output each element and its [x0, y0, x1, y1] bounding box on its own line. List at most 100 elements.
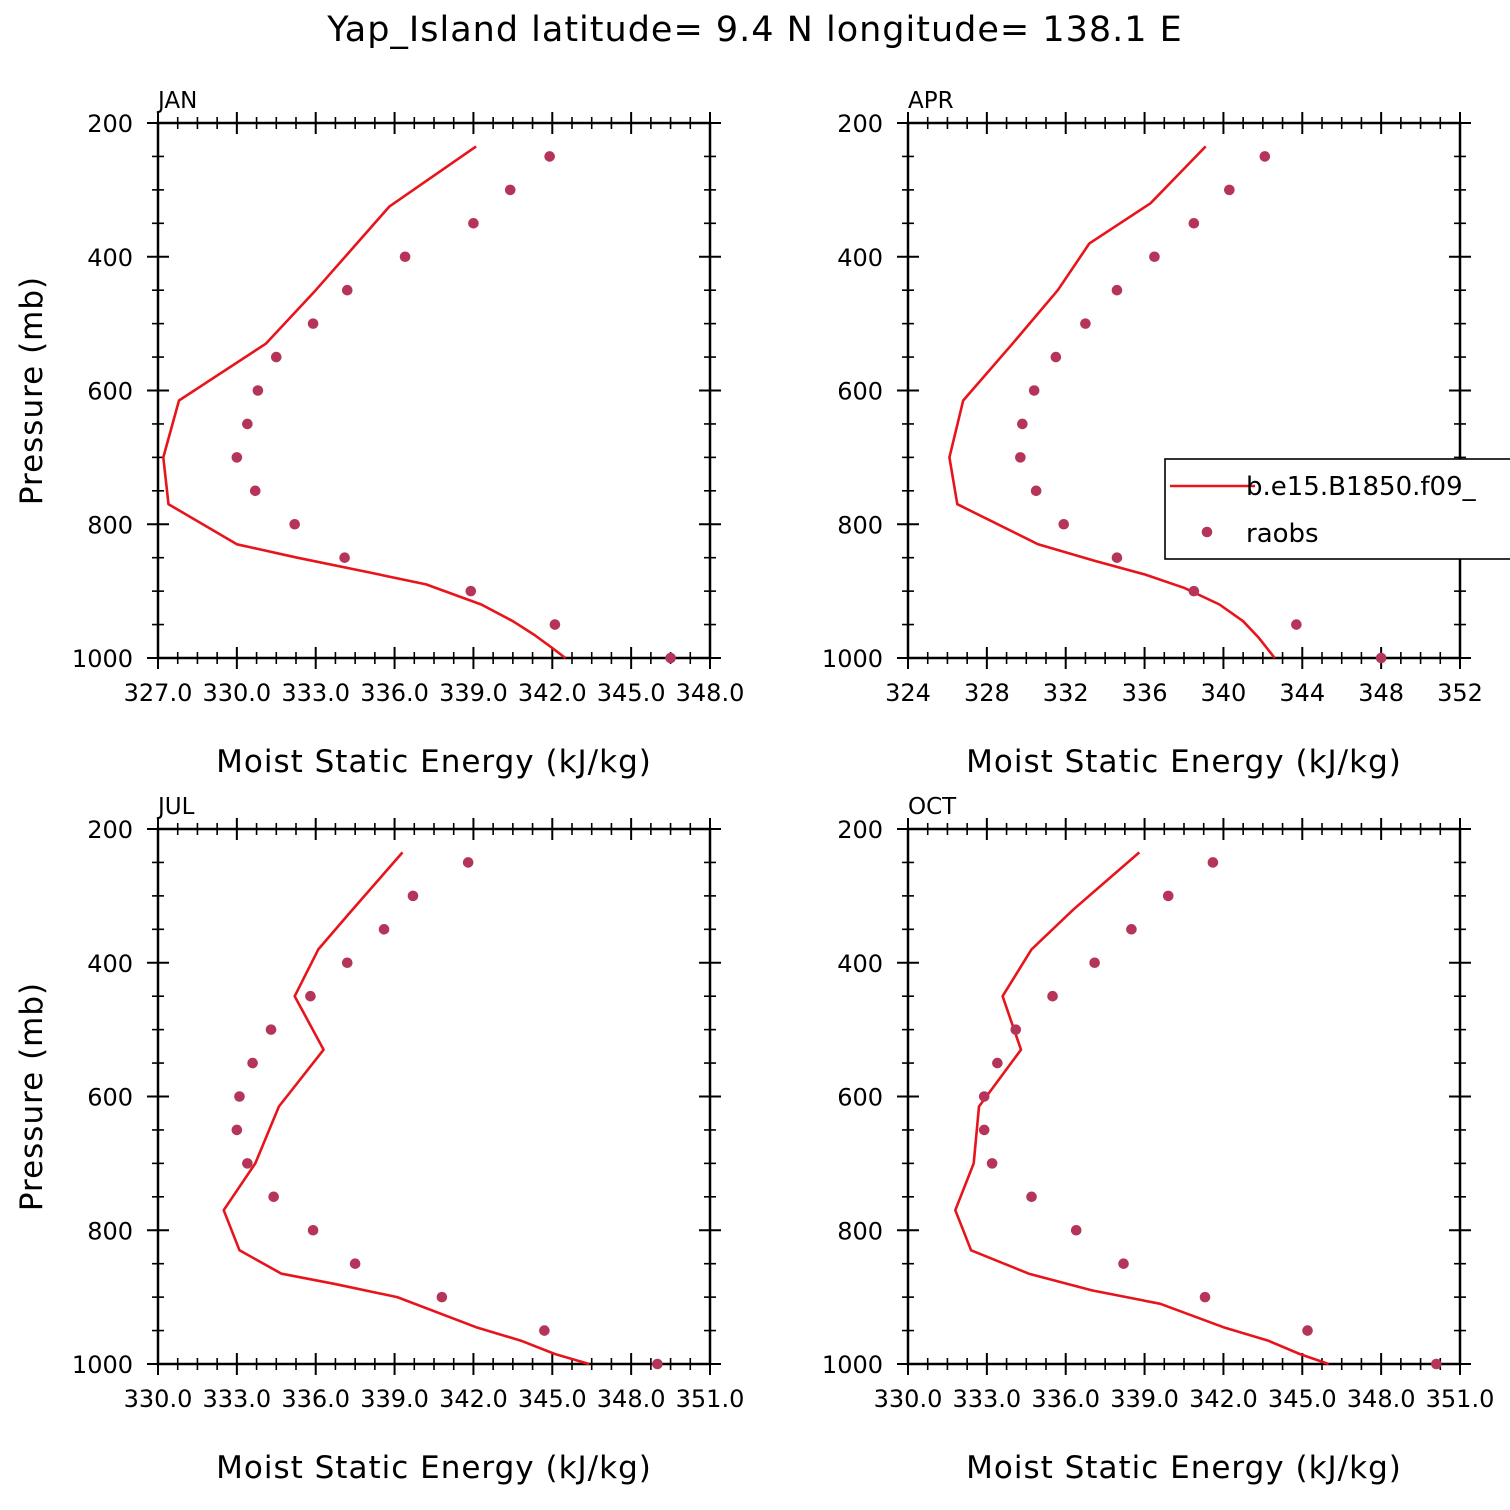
- x-axis-title: Moist Static Energy (kJ/kg): [966, 744, 1402, 780]
- raobs-point: [247, 1057, 258, 1069]
- model-profile-line: [222, 851, 590, 1366]
- raobs-point: [1188, 585, 1200, 597]
- raobs-point: [307, 1224, 319, 1236]
- raobs-point: [252, 385, 264, 396]
- model-profile-line: [162, 145, 567, 660]
- x-tick-label: 327.0: [124, 679, 193, 707]
- raobs-point: [1291, 619, 1302, 630]
- x-tick-label: 336: [1122, 679, 1168, 707]
- x-tick-label: 339.0: [360, 1385, 429, 1413]
- raobs-point: [1162, 890, 1174, 902]
- raobs-point: [270, 351, 282, 363]
- plot-frame: [156, 121, 712, 660]
- y-tick-label: 800: [87, 1217, 133, 1245]
- x-tick-label: 342.0: [439, 1385, 508, 1413]
- raobs-point: [1302, 1325, 1313, 1336]
- model-profile-line: [948, 145, 1276, 659]
- raobs-point: [1375, 652, 1387, 664]
- raobs-point: [1050, 351, 1062, 363]
- x-tick-label: 336.0: [360, 679, 429, 707]
- y-tick-label: 200: [837, 816, 883, 844]
- raobs-point: [1126, 924, 1137, 935]
- model-profile-line: [953, 851, 1330, 1366]
- x-tick-label: 348.0: [597, 1385, 666, 1413]
- y-tick-label: 800: [837, 1217, 883, 1245]
- legend-marker-swatch: [1201, 526, 1213, 538]
- panel-apr: 324 328 332 336 340 344 348 352 200 400 600 800 1000…: [822, 88, 1483, 780]
- x-tick-label: 345.0: [518, 1385, 587, 1413]
- y-tick-label: 200: [837, 110, 883, 138]
- raobs-point: [1259, 151, 1271, 162]
- raobs-point: [234, 1091, 245, 1102]
- y-axis-title: Pressure (mb): [14, 982, 50, 1211]
- panel-label: OCT: [908, 794, 957, 820]
- x-tick-label: 352: [1437, 679, 1483, 707]
- raobs-point: [665, 652, 676, 664]
- raobs-point: [407, 890, 419, 902]
- raobs-point: [231, 1124, 243, 1136]
- x-tick-label: 333.0: [952, 1385, 1021, 1413]
- x-tick-label: 339.0: [1110, 1385, 1179, 1413]
- raobs-point: [268, 1191, 279, 1203]
- plot-frame: [906, 121, 1462, 660]
- panel-label: JAN: [156, 88, 197, 114]
- x-tick-label: 339.0: [439, 679, 508, 707]
- raobs-point: [1149, 251, 1160, 263]
- x-tick-label: 345.0: [1268, 1385, 1337, 1413]
- y-tick-label: 400: [87, 244, 133, 272]
- y-tick-label: 600: [837, 1084, 883, 1112]
- raobs-point: [549, 619, 561, 630]
- raobs-point: [1080, 318, 1091, 329]
- raobs-point: [465, 585, 477, 597]
- raobs-point: [986, 1158, 998, 1169]
- legend-label-model: b.e15.B1850.f09_: [1246, 472, 1477, 502]
- raobs-point: [1058, 518, 1070, 530]
- x-tick-label: 330.0: [124, 1385, 193, 1413]
- y-tick-label: 800: [837, 511, 883, 539]
- y-tick-label: 200: [87, 110, 133, 138]
- raobs-point: [265, 1024, 277, 1035]
- x-tick-label: 328: [964, 679, 1010, 707]
- x-tick-label: 345.0: [597, 679, 666, 707]
- raobs-point: [1188, 218, 1200, 229]
- raobs-point: [1015, 452, 1026, 463]
- legend: b.e15.B1850.f09_raobs: [1164, 458, 1510, 560]
- raobs-point: [1010, 1024, 1022, 1035]
- panel-oct: 330.0 333.0 336.0 339.0 342.0 345.0 348.0 351.0…: [822, 794, 1494, 1486]
- raobs-point: [1111, 284, 1123, 296]
- y-tick-label: 1000: [822, 645, 883, 673]
- raobs-point: [307, 318, 319, 329]
- raobs-point: [242, 1158, 253, 1169]
- y-tick-label: 800: [87, 511, 133, 539]
- x-tick-label: 348: [1358, 679, 1404, 707]
- raobs-point: [289, 518, 300, 530]
- raobs-point: [349, 1258, 361, 1269]
- y-tick-label: 600: [87, 1084, 133, 1112]
- x-tick-label: 332: [1043, 679, 1089, 707]
- y-tick-label: 600: [837, 378, 883, 406]
- x-axis-title: Moist Static Energy (kJ/kg): [966, 1450, 1402, 1486]
- x-tick-label: 330.0: [874, 1385, 943, 1413]
- y-tick-label: 400: [837, 244, 883, 272]
- x-tick-label: 344: [1279, 679, 1325, 707]
- raobs-point: [1118, 1258, 1129, 1269]
- y-tick-label: 1000: [72, 1351, 133, 1379]
- page-title: Yap_Island latitude= 9.4 N longitude= 13…: [327, 10, 1183, 50]
- raobs-point: [399, 251, 411, 263]
- y-tick-label: 400: [87, 950, 133, 978]
- raobs-point: [468, 218, 479, 229]
- raobs-point: [1431, 1358, 1442, 1370]
- raobs-point: [1047, 990, 1058, 1002]
- raobs-point: [652, 1358, 663, 1370]
- x-axis-title: Moist Static Energy (kJ/kg): [216, 744, 652, 780]
- x-axis-title: Moist Static Energy (kJ/kg): [216, 1450, 652, 1486]
- x-tick-label: 351.0: [1426, 1385, 1495, 1413]
- raobs-point: [1199, 1291, 1211, 1303]
- y-tick-label: 600: [87, 378, 133, 406]
- raobs-point: [1207, 857, 1219, 868]
- x-tick-label: 333.0: [281, 679, 350, 707]
- raobs-point: [978, 1091, 990, 1102]
- x-tick-label: 340: [1201, 679, 1247, 707]
- raobs-point: [1070, 1224, 1082, 1236]
- raobs-point: [1030, 485, 1042, 497]
